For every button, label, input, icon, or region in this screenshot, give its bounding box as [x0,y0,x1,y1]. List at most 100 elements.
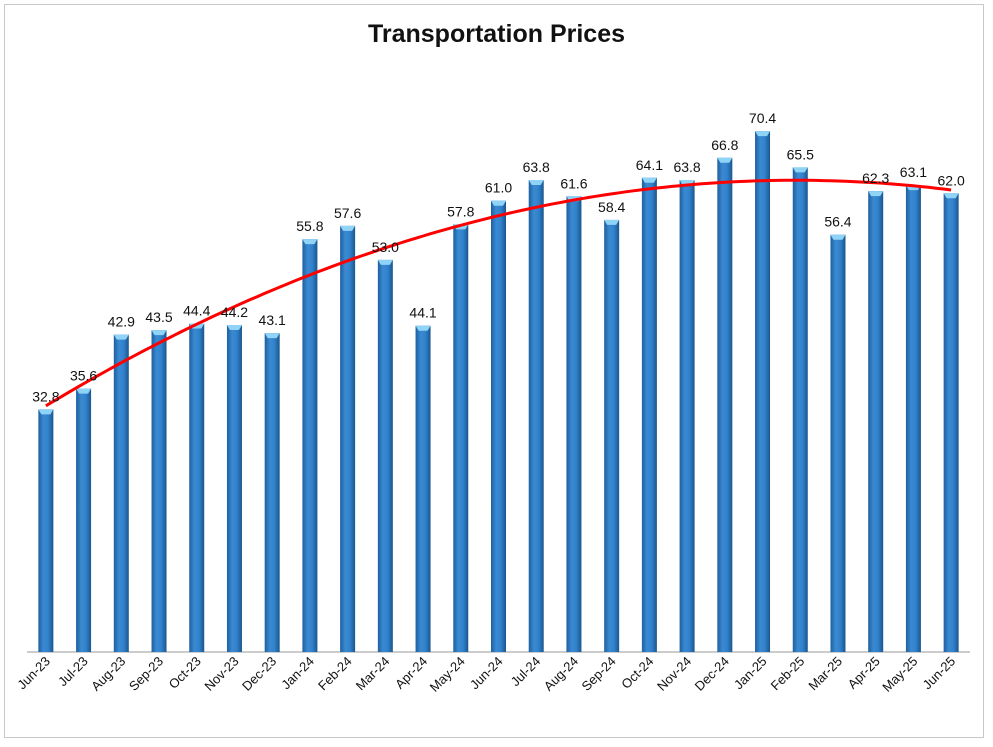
data-label-Apr-24: 44.1 [409,305,436,321]
bar-cap-Nov-23 [226,324,242,330]
bar-Dec-24 [717,157,733,653]
data-label-Oct-23: 44.4 [183,303,210,319]
data-label-Nov-23: 44.2 [221,304,248,320]
data-label-Mar-25: 56.4 [824,214,851,230]
data-label-Jan-24: 55.8 [296,218,323,234]
bar-May-24 [453,224,469,652]
bar-Aug-23 [113,334,129,652]
data-label-Feb-24: 57.6 [334,205,361,221]
data-label-Feb-25: 65.5 [787,146,814,162]
x-tick-Jan-24: Jan-24 [278,654,317,693]
trendline [45,178,952,408]
bar-cap-Sep-24 [604,219,620,225]
x-tick-Jun-24: Jun-24 [467,654,506,693]
bar-Jul-23 [76,388,92,652]
bar-cap-Jul-23 [76,388,92,394]
bar-cap-Jul-24 [528,179,544,185]
bar-cap-Jan-24 [302,239,318,245]
x-tick-Nov-24: Nov-24 [654,654,694,694]
bar-Mar-25 [830,234,846,652]
data-label-Sep-23: 43.5 [145,309,172,325]
chart-title: Transportation Prices [367,20,626,48]
x-tick-Mar-25: Mar-25 [805,654,845,694]
data-labels-group: 32.8 35.6 42.9 43.5 44.4 44.2 43.1 55.8 57.6 53.0… [32,110,965,404]
bar-cap-Jan-25 [755,131,771,137]
x-tick-Mar-24: Mar-24 [353,654,393,694]
bar-cap-Apr-25 [868,191,884,197]
x-tick-Apr-24: Apr-24 [392,654,430,692]
data-label-May-25: 63.1 [900,164,927,180]
data-label-Apr-25: 62.3 [862,170,889,186]
data-label-May-24: 57.8 [447,203,474,219]
data-label-Jan-25: 70.4 [749,110,776,126]
data-label-Jun-25: 62.0 [938,172,965,188]
bar-Apr-24 [415,325,431,652]
data-label-Oct-24: 64.1 [636,157,663,173]
x-tick-Feb-25: Feb-25 [768,654,808,694]
bar-Mar-24 [377,259,393,652]
bar-Apr-25 [868,191,884,652]
data-label-Dec-23: 43.1 [259,312,286,328]
data-label-Jul-24: 63.8 [523,159,550,175]
data-label-Mar-24: 53.0 [372,239,399,255]
bar-Jun-24 [491,200,506,652]
x-tick-Apr-25: Apr-25 [845,654,883,692]
bar-Feb-25 [792,167,808,652]
bar-cap-Jun-24 [491,200,506,206]
bar-Oct-23 [189,323,205,652]
bar-Nov-24 [679,179,695,652]
bar-Jun-23 [38,409,54,652]
data-label-Dec-24: 66.8 [711,137,738,153]
bar-Sep-23 [151,330,167,652]
x-tick-Aug-23: Aug-23 [88,654,128,694]
bar-cap-Oct-24 [641,177,657,183]
x-tick-Aug-24: Aug-24 [541,654,581,694]
x-tick-May-25: May-25 [879,654,920,695]
bar-cap-Apr-24 [415,325,431,331]
bar-cap-Feb-24 [340,225,356,231]
data-label-Aug-24: 61.6 [560,175,587,191]
bar-Jan-25 [755,131,771,652]
bar-cap-Feb-25 [792,167,808,173]
bar-Jan-24 [302,239,318,652]
data-label-Sep-24: 58.4 [598,199,625,215]
bar-Nov-23 [226,324,242,652]
x-tick-Feb-24: Feb-24 [315,654,355,694]
bar-Feb-24 [340,225,356,652]
x-tick-Sep-23: Sep-23 [126,654,166,694]
x-tick-Jan-25: Jan-25 [731,654,770,693]
x-tick-Jun-25: Jun-25 [920,654,959,693]
data-label-Aug-23: 42.9 [108,314,135,330]
x-tick-Jul-23: Jul-23 [55,654,91,690]
bar-Aug-24 [566,196,582,652]
x-tick-Sep-24: Sep-24 [579,654,619,694]
bar-cap-Aug-23 [113,334,129,340]
bar-Sep-24 [604,219,620,653]
bar-cap-Sep-23 [151,330,167,336]
data-label-Jun-24: 61.0 [485,180,512,196]
bars-group [38,131,959,653]
bar-cap-Dec-24 [717,157,733,163]
bar-cap-Mar-24 [377,259,393,265]
bar-cap-Jun-25 [943,193,959,199]
x-tick-May-24: May-24 [427,654,468,695]
x-tick-Nov-23: Nov-23 [201,654,241,694]
bar-Oct-24 [641,177,657,652]
data-label-Jul-23: 35.6 [70,368,97,384]
bar-cap-Mar-25 [830,234,846,240]
x-tick-Jul-24: Jul-24 [508,654,544,690]
bar-Jul-24 [528,179,544,652]
bar-May-25 [905,185,921,652]
data-label-Nov-24: 63.8 [673,159,700,175]
bar-cap-Dec-23 [264,333,280,339]
bar-Jun-25 [943,193,959,652]
x-tick-Jun-23: Jun-23 [14,654,53,693]
bar-Dec-23 [264,333,280,652]
bar-cap-Jun-23 [38,409,54,415]
x-tick-Oct-23: Oct-23 [166,654,204,692]
x-tick-Dec-24: Dec-24 [692,654,732,694]
x-tick-Dec-23: Dec-23 [239,654,279,694]
x-tick-Oct-24: Oct-24 [618,654,656,692]
